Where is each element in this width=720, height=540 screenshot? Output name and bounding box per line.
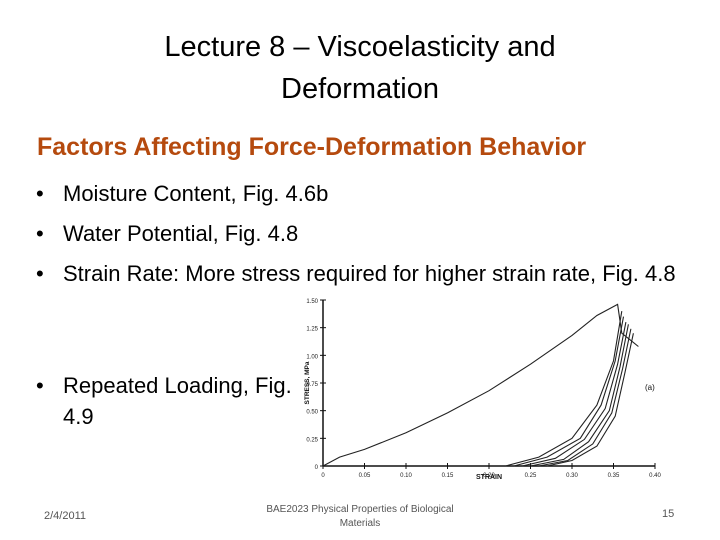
bullet-item: Moisture Content, Fig. 4.6b: [36, 178, 328, 209]
footer-page-number: 15: [662, 508, 675, 520]
x-tick-label: 0.35: [608, 473, 620, 479]
x-tick-label: 0.20: [483, 473, 495, 479]
x-tick-label: 0: [321, 473, 325, 479]
x-tick-label: 0.10: [400, 473, 412, 479]
series-line: [522, 321, 627, 467]
y-tick-label: 0.25: [306, 437, 318, 443]
y-tick-label: 0: [315, 465, 319, 471]
slide-title: Lecture 8 – Viscoelasticity and Deformat…: [60, 26, 660, 110]
title-line-1: Lecture 8 – Viscoelasticity and: [164, 31, 556, 63]
series-line: [505, 311, 623, 467]
title-line-2: Deformation: [281, 73, 439, 105]
bullet-item: Strain Rate: More stress required for hi…: [36, 258, 683, 289]
y-tick-label: 0.50: [306, 410, 318, 416]
footer-date: 2/4/2011: [44, 510, 87, 522]
x-tick-label: 0.25: [525, 473, 537, 479]
series-line: [322, 303, 639, 467]
series-line: [513, 316, 625, 467]
bullet-item: Water Potential, Fig. 4.8: [36, 218, 298, 249]
footer-course: BAE2023 Physical Properties of Biologica…: [266, 504, 454, 529]
y-tick-label: 1.50: [306, 299, 318, 305]
x-tick-label: 0.30: [566, 473, 578, 479]
bullet-item: Repeated Loading, Fig. 4.9: [36, 370, 303, 432]
series-line: [538, 328, 632, 467]
series-line: [546, 333, 634, 467]
y-tick-label: 1.25: [306, 327, 318, 333]
x-axis-label: STRAIN: [476, 474, 502, 480]
stress-strain-figure: 0 0.25 0.50 0.75 1.00 1.25 1.50 0 0.05 0.10 0.15 0.…: [304, 299, 661, 480]
x-tick-label: 0.15: [442, 473, 454, 479]
x-tick-label: 0.05: [359, 473, 371, 479]
y-axis-label: STRESS, MPa: [304, 361, 311, 404]
y-tick-label: 0.75: [306, 382, 318, 388]
slide-subtitle: Factors Affecting Force-Deformation Beha…: [37, 133, 587, 161]
y-tick-label: 1.00: [306, 354, 318, 360]
series-line: [530, 324, 629, 467]
panel-label: (a): [645, 383, 655, 392]
x-tick-label: 0.40: [649, 473, 661, 479]
